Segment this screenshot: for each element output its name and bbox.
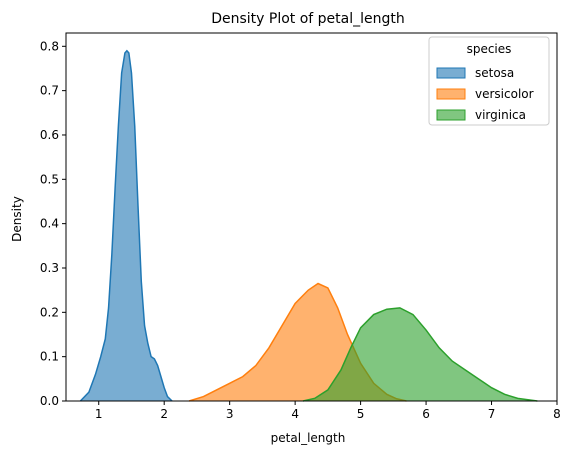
legend-items: setosa versicolor virginica xyxy=(436,66,534,122)
plot-frame xyxy=(65,32,558,402)
x-tick-label: 1 xyxy=(95,407,103,421)
density-line-virginica xyxy=(302,307,538,402)
x-tick-label: 8 xyxy=(553,407,561,421)
legend-swatch-versicolor xyxy=(436,88,466,100)
x-tick-label: 4 xyxy=(291,407,299,421)
x-axis-ticks: 1 2 3 4 5 6 7 8 xyxy=(95,401,561,421)
legend-label-setosa: setosa xyxy=(475,66,514,80)
y-tick-label: 0.6 xyxy=(40,128,59,142)
density-line-setosa xyxy=(79,49,173,402)
x-tick-label: 7 xyxy=(488,407,496,421)
y-tick-label: 0.5 xyxy=(40,172,59,186)
legend-swatch-setosa xyxy=(436,67,466,79)
x-tick-label: 5 xyxy=(357,407,365,421)
density-area-virginica xyxy=(302,307,538,401)
x-tick-label: 6 xyxy=(422,407,430,421)
legend-title: species xyxy=(467,42,512,56)
legend: species setosa versicolor virginica xyxy=(428,36,550,126)
y-tick-label: 0.4 xyxy=(40,217,59,231)
legend-swatch-virginica xyxy=(436,109,466,121)
y-tick-label: 0.8 xyxy=(40,39,59,53)
chart-title: Density Plot of petal_length xyxy=(211,11,405,27)
legend-label-virginica: virginica xyxy=(475,108,526,122)
legend-label-versicolor: versicolor xyxy=(475,87,534,101)
x-tick-label: 3 xyxy=(226,407,234,421)
y-tick-label: 0.0 xyxy=(40,394,59,408)
x-axis-label: petal_length xyxy=(271,431,346,445)
series-layer xyxy=(79,49,538,402)
legend-frame xyxy=(428,36,550,126)
y-tick-label: 0.3 xyxy=(40,261,59,275)
y-tick-label: 0.1 xyxy=(40,350,59,364)
x-tick-label: 2 xyxy=(160,407,168,421)
y-tick-label: 0.7 xyxy=(40,84,59,98)
y-tick-label: 0.2 xyxy=(40,305,59,319)
density-area-setosa xyxy=(80,50,173,401)
y-axis-label: Density xyxy=(10,196,24,242)
y-axis-ticks: 0.0 0.1 0.2 0.3 0.4 0.5 0.6 0.7 0.8 xyxy=(40,39,66,408)
